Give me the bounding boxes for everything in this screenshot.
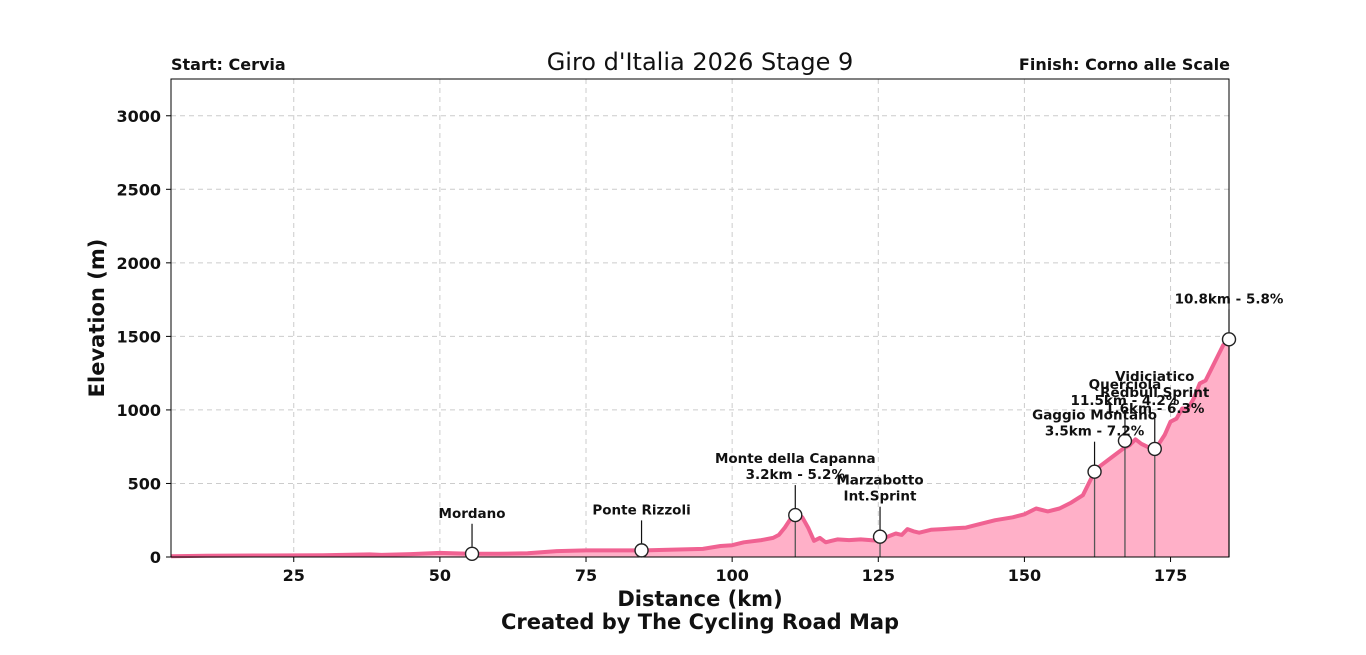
- y-tick-label: 0: [150, 548, 161, 567]
- point-label: Ponte Rizzoli: [592, 502, 690, 518]
- x-tick-label: 175: [1154, 566, 1187, 585]
- chart-title: Giro d'Italia 2026 Stage 9: [547, 48, 854, 76]
- point-label: 11.5km - 4.2%: [1071, 393, 1180, 409]
- point-label: Gaggio Montano: [1032, 408, 1157, 424]
- x-axis-label: Distance (km): [617, 587, 782, 611]
- point-marker: [634, 543, 649, 558]
- point-marker: [1117, 433, 1133, 449]
- start-label: Start: Cervia: [171, 55, 286, 74]
- plot-frame: [170, 78, 1230, 558]
- y-tick-label: 1000: [116, 401, 161, 420]
- point-label: Mordano: [439, 506, 506, 522]
- point-label: Monte della Capanna: [715, 451, 876, 467]
- point-marker: [1221, 332, 1237, 347]
- point-label: 3.5km - 7.2%: [1045, 424, 1145, 440]
- point-label: Redbull Sprint: [1100, 385, 1210, 401]
- x-tick-label: 50: [429, 566, 451, 585]
- y-tick-label: 1500: [116, 327, 161, 346]
- x-tick-label: 150: [1008, 566, 1041, 585]
- credit-label: Created by The Cycling Road Map: [501, 610, 899, 634]
- markers: [464, 332, 1237, 561]
- point-label: 3.2km - 5.2%: [746, 467, 846, 483]
- point-marker: [872, 529, 888, 544]
- x-tick-label: 125: [862, 566, 895, 585]
- y-tick-label: 2000: [116, 254, 161, 273]
- y-tick-label: 2500: [116, 180, 161, 199]
- point-marker: [788, 507, 803, 523]
- point-label: Vidiciatico: [1115, 369, 1194, 385]
- point-label: Querciola: [1089, 377, 1162, 393]
- x-tick-label: 75: [575, 566, 597, 585]
- point-marker: [1147, 441, 1162, 457]
- x-tick-label: 100: [715, 566, 748, 585]
- point-label: 1.6km - 6.3%: [1105, 401, 1205, 417]
- y-axis-label: Elevation (m): [85, 239, 109, 398]
- axis-ticks: 25 50 75 100 125 150 175 0 500 1000 1500 2000 2500 30…: [116, 107, 1187, 585]
- point-label: Int.Sprint: [844, 489, 917, 505]
- point-marker: [464, 546, 480, 561]
- y-tick-label: 3000: [116, 107, 161, 126]
- grid: [171, 79, 1229, 558]
- point-label: 10.8km - 5.8%: [1175, 291, 1284, 307]
- finish-label: Finish: Corno alle Scale: [1019, 55, 1230, 74]
- point-marker: [1087, 464, 1102, 479]
- x-tick-label: 25: [283, 566, 305, 585]
- profile-area: [170, 337, 1231, 559]
- y-tick-label: 500: [128, 474, 161, 493]
- profile-fill: [171, 339, 1229, 557]
- point-label: Marzabotto: [836, 473, 923, 489]
